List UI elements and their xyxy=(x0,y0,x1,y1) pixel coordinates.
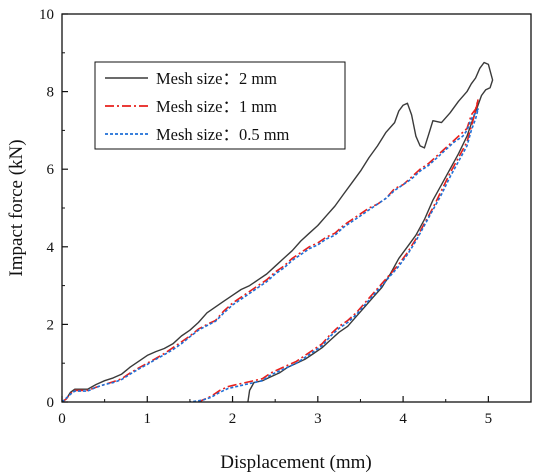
series-line-1 xyxy=(62,61,494,402)
legend-label-1: Mesh size：2 mm xyxy=(156,69,277,88)
x-tick-label: 0 xyxy=(58,411,66,427)
series-layer xyxy=(62,61,494,402)
legend: Mesh size：2 mm Mesh size：1 mm Mesh size：0.… xyxy=(94,61,346,150)
x-tick-label: 1 xyxy=(144,411,152,427)
x-tick-label: 4 xyxy=(399,411,407,427)
series-line-3 xyxy=(62,108,479,402)
x-tick-label: 3 xyxy=(314,411,322,427)
legend-label-3: Mesh size：0.5 mm xyxy=(156,125,290,144)
series-line-2 xyxy=(62,98,479,402)
legend-label-2: Mesh size：1 mm xyxy=(156,97,277,116)
x-tick-label: 2 xyxy=(229,411,237,427)
y-tick-label: 4 xyxy=(47,240,55,256)
y-tick-label: 2 xyxy=(47,317,55,333)
y-tick-label: 0 xyxy=(47,395,55,411)
y-axis-label: Impact force (kN) xyxy=(6,139,27,276)
x-axis-label: Displacement (mm) xyxy=(220,452,371,473)
y-tick-label: 10 xyxy=(39,7,54,23)
ticks-layer: 0 1 2 3 4 5 0 2 4 6 8 10 xyxy=(39,7,492,427)
y-tick-label: 6 xyxy=(47,162,55,178)
y-tick-label: 8 xyxy=(47,85,55,101)
x-tick-label: 5 xyxy=(485,411,493,427)
